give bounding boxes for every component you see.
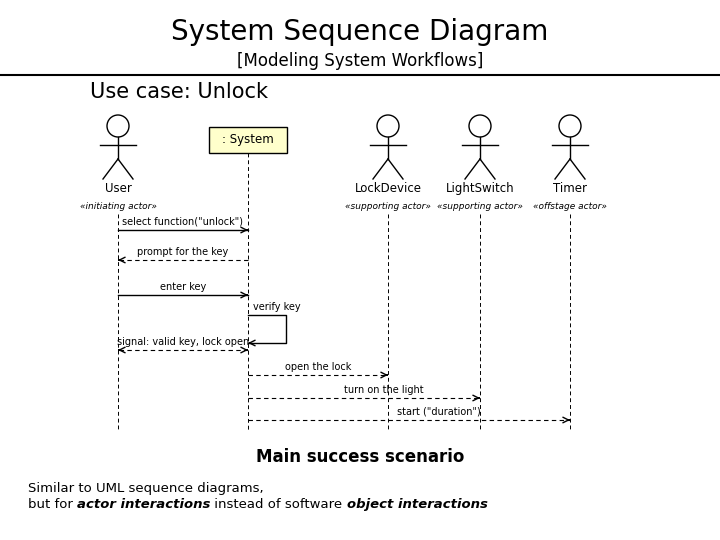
Text: start ("duration"): start ("duration") <box>397 407 481 417</box>
Text: Timer: Timer <box>553 182 587 195</box>
Text: but for: but for <box>28 498 77 511</box>
Text: System Sequence Diagram: System Sequence Diagram <box>171 18 549 46</box>
Text: verify key: verify key <box>253 302 301 312</box>
Text: «supporting actor»: «supporting actor» <box>345 202 431 211</box>
Text: prompt for the key: prompt for the key <box>138 247 229 257</box>
Text: [Modeling System Workflows]: [Modeling System Workflows] <box>237 52 483 70</box>
Text: «initiating actor»: «initiating actor» <box>80 202 156 211</box>
Text: object interactions: object interactions <box>347 498 487 511</box>
Text: LockDevice: LockDevice <box>354 182 421 195</box>
Text: instead of software: instead of software <box>210 498 347 511</box>
Text: : System: : System <box>222 133 274 146</box>
Text: User: User <box>104 182 132 195</box>
Text: Similar to UML sequence diagrams,: Similar to UML sequence diagrams, <box>28 482 264 495</box>
Text: enter key: enter key <box>160 282 206 292</box>
Text: Main success scenario: Main success scenario <box>256 448 464 466</box>
Text: «supporting actor»: «supporting actor» <box>437 202 523 211</box>
Text: Use case: Unlock: Use case: Unlock <box>90 82 268 102</box>
Text: signal: valid key, lock open: signal: valid key, lock open <box>117 337 249 347</box>
Text: turn on the light: turn on the light <box>344 385 424 395</box>
Bar <box>209 127 287 153</box>
Text: actor interactions: actor interactions <box>77 498 210 511</box>
Text: open the lock: open the lock <box>285 362 351 372</box>
Text: LightSwitch: LightSwitch <box>446 182 514 195</box>
Text: select function("unlock"): select function("unlock") <box>122 217 243 227</box>
Text: «offstage actor»: «offstage actor» <box>533 202 607 211</box>
